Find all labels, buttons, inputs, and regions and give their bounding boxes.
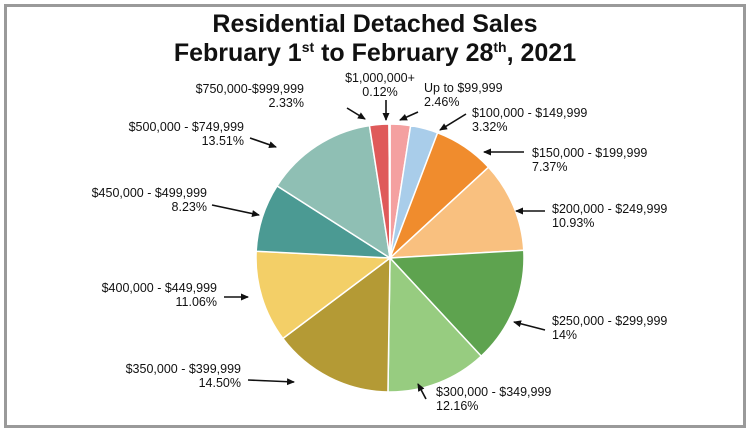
slice-range-label: $750,000-$999,999 (196, 82, 304, 96)
pie-slice-10 (275, 124, 391, 260)
slice-percent-label: 2.46% (424, 95, 459, 109)
slice-range-label: $100,000 - $149,999 (472, 106, 587, 120)
slice-label-1: Up to $99,999 2.46% (424, 81, 503, 109)
chart-title-line-1: Residential Detached Sales (212, 10, 538, 38)
slice-label-4: $200,000 - $249,999 10.93% (552, 202, 667, 230)
slice-label-10: $500,000 - $749,999 13.51% (129, 120, 244, 148)
slice-label-12: $1,000,000+ 0.12% (345, 71, 415, 99)
slice-percent-label: 7.37% (532, 160, 567, 174)
slice-percent-label: 10.93% (552, 216, 594, 230)
slice-range-label: Up to $99,999 (424, 81, 503, 95)
slice-percent-label: 11.06% (176, 295, 217, 309)
slice-percent-label: 14% (552, 328, 577, 342)
slice-range-label: $350,000 - $399,999 (126, 362, 241, 376)
slice-label-2: $100,000 - $149,999 3.32% (472, 106, 587, 134)
slice-percent-label: 8.23% (172, 200, 207, 214)
slice-label-3: $150,000 - $199,999 7.37% (532, 146, 647, 174)
label-arrow-10 (249, 137, 277, 149)
label-arrow-7 (247, 378, 295, 386)
pie-slice-6 (387, 256, 483, 393)
label-arrow-6 (417, 383, 427, 400)
pie-slice-4 (387, 166, 525, 259)
slice-range-label: $400,000 - $449,999 (102, 281, 217, 295)
label-arrow-11 (346, 107, 366, 120)
slice-range-label: $300,000 - $349,999 (436, 385, 551, 399)
title-superscript-st: st (301, 39, 315, 55)
slice-percent-label: 13.51% (202, 134, 244, 148)
slice-percent-label: 3.32% (472, 120, 507, 134)
slice-label-8: $400,000 - $449,999 11.06% (102, 281, 217, 309)
pie-slice-8 (255, 250, 393, 340)
label-arrow-2 (439, 113, 467, 131)
label-arrow-9 (211, 204, 260, 217)
title-text-b: to February 28 (314, 39, 494, 67)
slice-range-label: $1,000,000+ (345, 71, 415, 85)
title-superscript-th: th (493, 39, 507, 55)
pie-slice-5 (388, 249, 525, 358)
slice-label-7: $350,000 - $399,999 14.50% (126, 362, 241, 390)
pie-slice-12 (388, 123, 391, 259)
label-arrow-5 (513, 320, 546, 331)
slice-percent-label: 2.33% (269, 96, 304, 110)
slice-percent-label: 12.16% (436, 399, 478, 413)
slice-percent-label: 0.12% (362, 85, 397, 99)
pie-slice-7 (281, 256, 391, 393)
chart-title-line-2: February 1st to February 28th, 2021 (0, 39, 750, 67)
title-text-c: , 2021 (506, 39, 577, 67)
slice-label-6: $300,000 - $349,999 12.16% (436, 385, 551, 413)
title-text-a: February 1 (173, 39, 302, 67)
slice-range-label: $450,000 - $499,999 (92, 186, 207, 200)
slice-range-label: $500,000 - $749,999 (129, 120, 244, 134)
label-arrow-1 (399, 111, 419, 121)
slice-label-9: $450,000 - $499,999 8.23% (92, 186, 207, 214)
slice-range-label: $200,000 - $249,999 (552, 202, 667, 216)
slice-percent-label: 14.50% (199, 376, 241, 390)
slice-range-label: $150,000 - $199,999 (532, 146, 647, 160)
slice-range-label: $250,000 - $299,999 (552, 314, 667, 328)
slice-label-11: $750,000-$999,999 2.33% (196, 82, 304, 110)
slice-label-5: $250,000 - $299,999 14% (552, 314, 667, 342)
